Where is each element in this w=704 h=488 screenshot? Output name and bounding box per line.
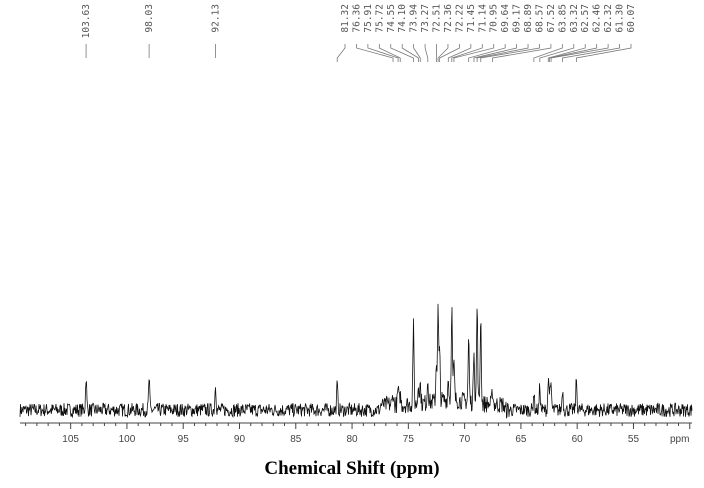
peak-label: 103.63 — [81, 4, 92, 38]
spectrum-trace — [19, 303, 693, 419]
peak-leader-line — [476, 44, 529, 62]
peak-leader-line — [473, 44, 517, 62]
peak-label: 73.27 — [420, 4, 431, 33]
peak-leader-line — [550, 44, 609, 62]
peak-label: 69.17 — [512, 4, 523, 33]
peak-leader-line — [390, 44, 414, 62]
x-axis-title: Chemical Shift (ppm) — [264, 458, 439, 479]
peak-leader-line — [413, 44, 421, 62]
peak-leader-line — [453, 44, 495, 62]
x-tick-label: 75 — [403, 434, 415, 445]
peak-leader-line — [424, 44, 429, 62]
x-tick-label: 100 — [119, 434, 136, 445]
peak-label: 98.03 — [144, 4, 155, 33]
peak-leader-line — [451, 44, 483, 62]
peak-label: 61.30 — [615, 4, 626, 33]
peak-leader-line — [378, 44, 401, 62]
x-axis-unit-label: ppm — [670, 434, 689, 445]
x-tick-label: 70 — [459, 434, 471, 445]
peak-label: 73.94 — [409, 4, 420, 33]
x-tick-label: 60 — [572, 434, 584, 445]
peak-label: 75.72 — [374, 4, 385, 33]
peak-leader-line — [533, 44, 563, 62]
peak-leader-line — [480, 44, 540, 62]
x-tick-label: 95 — [178, 434, 190, 445]
peak-label: 71.14 — [477, 4, 488, 33]
peak-label: 71.45 — [466, 4, 477, 33]
peak-label: 76.36 — [351, 4, 362, 33]
peak-label: 74.10 — [397, 4, 408, 33]
x-tick-label: 65 — [515, 434, 527, 445]
peak-leader-line — [336, 44, 346, 62]
peak-leader-line — [367, 44, 399, 62]
peak-label: 60.07 — [626, 4, 637, 33]
peak-leader-line — [492, 44, 552, 62]
peak-label: 70.95 — [489, 4, 500, 33]
peak-label: 62.46 — [592, 4, 603, 33]
peak-label: 72.51 — [432, 4, 443, 33]
peak-label: 74.55 — [386, 4, 397, 33]
peak-label: 68.57 — [534, 4, 545, 33]
peak-leader-line — [401, 44, 419, 62]
peak-label: 72.36 — [443, 4, 454, 33]
peak-leader-line — [547, 44, 586, 62]
peak-label: 68.89 — [523, 4, 534, 33]
peak-label: 69.64 — [500, 4, 511, 33]
peak-label: 63.32 — [569, 4, 580, 33]
peak-labels: 103.63 98.03 92.13 81.32 76.36 75.91 75.72 74.5… — [81, 4, 637, 39]
x-tick-label: 105 — [62, 434, 79, 445]
peak-label: 67.52 — [546, 4, 557, 33]
x-tick-label: 90 — [234, 434, 246, 445]
x-tick-label: 80 — [346, 434, 358, 445]
peak-leader-line — [356, 44, 394, 62]
peak-leader-line — [447, 44, 472, 62]
peak-label: 81.32 — [340, 4, 351, 33]
x-tick-label: 85 — [290, 434, 302, 445]
peak-leader-lines — [85, 44, 632, 62]
peak-leader-line — [437, 44, 449, 62]
peak-leader-line — [468, 44, 506, 62]
peak-label: 62.57 — [580, 4, 591, 33]
peak-label: 63.85 — [557, 4, 568, 33]
peak-leader-line — [575, 44, 632, 62]
x-axis-ticks: 105 100 95 90 85 80 75 70 65 60 55 — [25, 423, 691, 445]
peak-label: 75.91 — [363, 4, 374, 33]
peak-leader-line — [439, 44, 460, 62]
peak-leader-line — [562, 44, 620, 62]
peak-leader-line — [539, 44, 575, 62]
peak-label: 72.22 — [454, 4, 465, 33]
peak-label: 62.32 — [603, 4, 614, 33]
peak-label: 92.13 — [211, 4, 222, 33]
x-tick-label: 55 — [628, 434, 640, 445]
peak-leader-line — [549, 44, 598, 62]
